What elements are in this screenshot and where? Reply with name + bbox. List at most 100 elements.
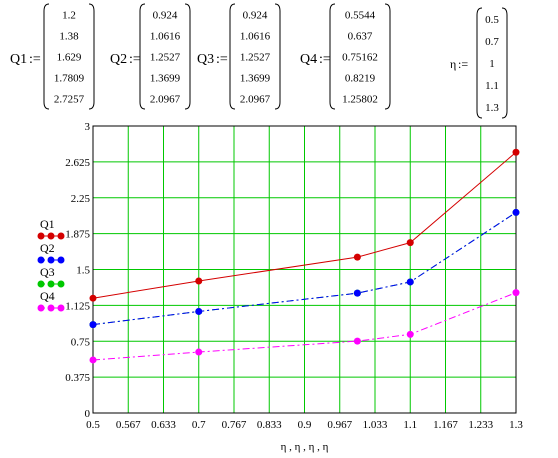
legend-label: Q4: [40, 289, 55, 303]
right-bracket: [88, 3, 95, 110]
vector-value: 2.0967: [150, 94, 181, 106]
vector-value: 1.0616: [240, 31, 271, 43]
legend-marker: [37, 304, 45, 312]
legend-label: Q2: [40, 241, 55, 255]
x-tick-label: 0.7: [192, 419, 206, 431]
grid: [92, 125, 517, 414]
legend-item: Q4: [37, 289, 65, 312]
data-point[interactable]: [195, 277, 203, 285]
vector-value: 1: [489, 58, 495, 70]
y-tick-label: 2.25: [71, 193, 91, 205]
y-tick-label: 0: [85, 408, 91, 420]
x-tick-label: 0.5: [86, 419, 100, 431]
assign-operator: :=: [319, 52, 331, 67]
series-q2[interactable]: [89, 208, 520, 329]
legend-item: Q1: [37, 217, 65, 240]
legend-label: Q3: [40, 265, 55, 279]
series-layer: [89, 148, 520, 364]
y-tick-label: 0.375: [65, 372, 90, 384]
vector-definitions: Q1:=1.21.381.6291.78092.7257Q2:=0.9241.0…: [10, 3, 508, 119]
vector-value: 0.7: [485, 36, 499, 48]
x-tick-label: 0.833: [257, 419, 282, 431]
legend-item: Q2: [37, 241, 65, 264]
vector-name: Q2: [110, 52, 127, 67]
legend-marker: [37, 232, 45, 240]
x-tick-label: 1.3: [509, 419, 523, 431]
right-bracket: [184, 3, 191, 110]
x-tick-label: 0.967: [327, 419, 352, 431]
legend-label: Q1: [40, 217, 55, 231]
x-tick-label: 0.767: [222, 419, 247, 431]
vector-value: 0.5: [485, 14, 499, 26]
series-q1[interactable]: [89, 148, 520, 302]
vector-value: 2.0967: [240, 94, 271, 106]
vector-value: 1.25802: [342, 94, 378, 106]
legend-marker: [57, 256, 65, 264]
vector-value: 1.3699: [240, 73, 271, 85]
left-bracket: [476, 7, 483, 119]
vector-5[interactable]: η:= 0.5 0.7 1 1.1 1.3: [450, 7, 508, 119]
line-chart[interactable]: 0.5 0.567 0.633 0.7 0.767 0.833 0.9 0.967 1.033 1…: [37, 121, 524, 453]
data-point[interactable]: [353, 253, 361, 261]
legend-marker: [47, 256, 55, 264]
legend: Q1 Q2 Q3 Q4: [37, 217, 65, 312]
x-tick-label: 1.167: [433, 419, 458, 431]
y-tick-label: 2.625: [65, 157, 90, 169]
vector-value: 1.2527: [150, 52, 181, 64]
vector-value: 0.5544: [345, 10, 376, 22]
legend-marker: [57, 280, 65, 288]
data-point[interactable]: [89, 321, 97, 329]
legend-marker: [57, 232, 65, 240]
y-tick-labels: 0 0.375 0.75 1.125 1.5 1.875 2.25 2.625 3: [65, 121, 90, 420]
y-tick-label: 1.5: [76, 265, 90, 277]
vector-name: Q3: [197, 52, 214, 67]
data-point[interactable]: [406, 330, 414, 338]
vector-value: 1.1: [485, 80, 499, 92]
vector-value: 0.75162: [342, 52, 378, 64]
data-point[interactable]: [353, 337, 361, 345]
vector-value: 1.7809: [54, 73, 85, 85]
data-point[interactable]: [195, 348, 203, 356]
data-point[interactable]: [512, 208, 520, 216]
series-q4[interactable]: [89, 289, 520, 364]
vector-3[interactable]: Q3:= 0.924 1.0616 1.2527 1.3699 2.0967: [197, 3, 281, 110]
left-bracket: [329, 3, 336, 110]
left-bracket: [229, 3, 236, 110]
right-bracket: [274, 3, 281, 110]
vector-value: 1.3: [485, 102, 499, 114]
vector-name: Q1: [10, 52, 27, 67]
vector-value: 1.2: [62, 10, 76, 22]
data-point[interactable]: [89, 294, 97, 302]
assign-operator: :=: [29, 52, 41, 67]
legend-item: Q3: [37, 265, 65, 288]
assign-operator: :=: [458, 57, 468, 71]
vector-value: 0.8219: [345, 73, 376, 85]
data-point[interactable]: [353, 289, 361, 297]
left-bracket: [139, 3, 146, 110]
vector-2[interactable]: Q2:= 0.924 1.0616 1.2527 1.3699 2.0967: [110, 3, 191, 110]
plot-frame: [92, 125, 517, 414]
data-point[interactable]: [512, 289, 520, 297]
y-tick-label: 0.75: [71, 336, 91, 348]
x-axis-label: η , η , η , η: [281, 441, 329, 453]
data-point[interactable]: [512, 148, 520, 156]
data-point[interactable]: [195, 307, 203, 315]
vector-value: 0.637: [348, 31, 373, 43]
data-point[interactable]: [89, 356, 97, 364]
legend-marker: [47, 232, 55, 240]
vector-value: 1.0616: [150, 31, 181, 43]
vector-value: 1.2527: [240, 52, 271, 64]
legend-marker: [37, 256, 45, 264]
vector-name: Q4: [300, 52, 317, 67]
vector-4[interactable]: Q4:= 0.5544 0.637 0.75162 0.8219 1.25802: [300, 3, 391, 110]
assign-operator: :=: [129, 52, 141, 67]
x-tick-label: 1.1: [403, 419, 417, 431]
vector-value: 0.924: [153, 10, 178, 22]
vector-1[interactable]: Q1:= 1.2 1.38 1.629 1.7809 2.7257: [10, 3, 95, 110]
data-point[interactable]: [406, 239, 414, 247]
x-tick-label: 1.233: [468, 419, 493, 431]
legend-marker: [57, 304, 65, 312]
data-point[interactable]: [406, 278, 414, 286]
left-bracket: [43, 3, 50, 110]
